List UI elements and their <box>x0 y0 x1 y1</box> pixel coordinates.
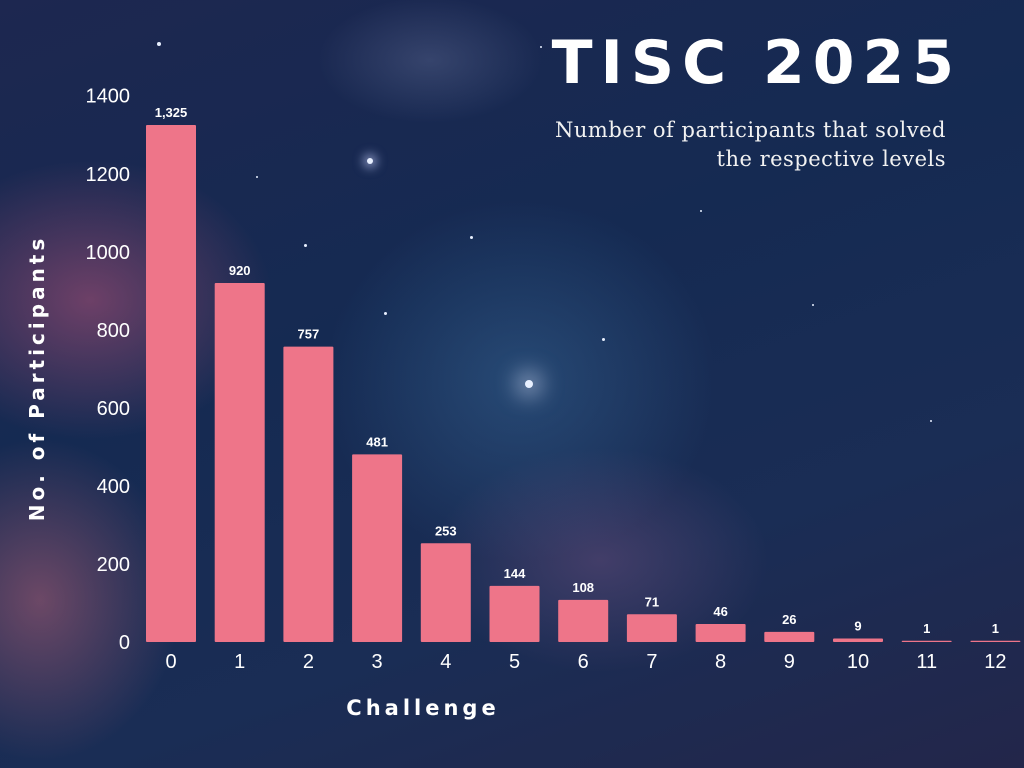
y-tick-label: 600 <box>97 398 130 420</box>
chart-title: TISC 2025 <box>551 28 962 98</box>
y-tick-label: 1200 <box>86 164 131 186</box>
x-tick-label: 1 <box>234 651 245 673</box>
data-label: 26 <box>782 612 796 627</box>
data-label: 9 <box>854 618 861 633</box>
data-label: 920 <box>229 263 251 278</box>
bar-12 <box>970 640 1021 642</box>
bar-1 <box>214 283 265 642</box>
bar-2 <box>283 346 334 642</box>
bar-4 <box>420 543 471 642</box>
bar-7 <box>626 614 677 642</box>
x-tick-label: 3 <box>372 651 383 673</box>
x-axis-label: Challenge <box>346 696 500 720</box>
bar-10 <box>833 638 883 642</box>
x-tick-label: 12 <box>984 651 1006 673</box>
y-axis-label: No. of Participants <box>25 234 49 522</box>
data-label: 144 <box>504 566 526 581</box>
x-tick-label: 2 <box>303 651 314 673</box>
y-tick-label: 400 <box>97 476 130 498</box>
chart-subtitle: Number of participants that solved the r… <box>555 118 946 171</box>
data-label: 757 <box>298 327 320 342</box>
data-label: 1,325 <box>155 105 188 120</box>
x-tick-label: 4 <box>440 651 451 673</box>
x-tick-label: 10 <box>847 651 869 673</box>
data-label: 108 <box>572 580 594 595</box>
y-tick-label: 800 <box>97 320 130 342</box>
y-tick-label: 200 <box>97 554 130 576</box>
x-tick-label: 5 <box>509 651 520 673</box>
data-label: 253 <box>435 523 457 538</box>
data-label: 1 <box>923 621 930 636</box>
bar-5 <box>489 585 540 642</box>
x-tick-label: 6 <box>578 651 589 673</box>
bar-3 <box>352 454 403 642</box>
bar-9 <box>764 631 815 642</box>
bar-6 <box>558 599 609 642</box>
x-tick-label: 9 <box>784 651 795 673</box>
data-label: 71 <box>645 594 659 609</box>
data-label: 1 <box>992 621 999 636</box>
bar-0 <box>146 125 196 642</box>
x-tick-label: 7 <box>646 651 657 673</box>
data-label: 46 <box>713 604 727 619</box>
bar-8 <box>695 624 746 642</box>
x-tick-label: 11 <box>916 651 937 673</box>
x-tick-label: 8 <box>715 651 726 673</box>
bar-11 <box>901 640 952 642</box>
data-label: 481 <box>366 434 388 449</box>
y-tick-label: 1000 <box>86 242 131 264</box>
y-tick-label: 1400 <box>86 86 131 108</box>
y-tick-label: 0 <box>119 632 130 654</box>
x-tick-label: 0 <box>165 651 176 673</box>
